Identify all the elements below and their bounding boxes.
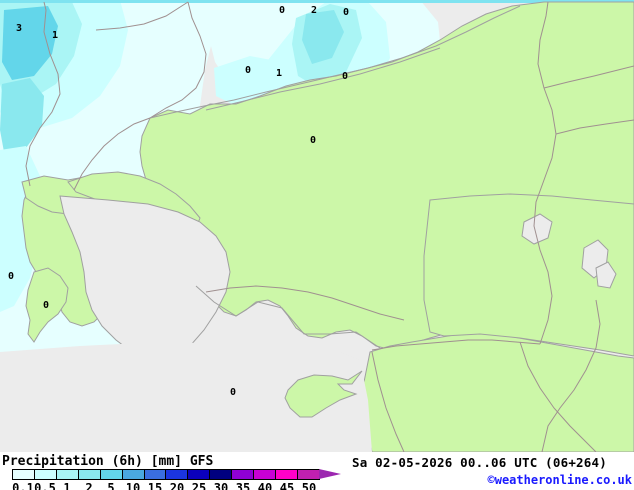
border-caucasus (543, 65, 634, 89)
color-scale-tick-labels: 0.1 0.5 1 2 5 10 15 20 25 30 35 40 45 50 (2, 481, 342, 490)
coast-med-turkey (195, 285, 381, 349)
copyright-credit: ©weatheronline.co.uk (487, 473, 633, 487)
color-swatch (210, 470, 233, 479)
coastline-layer (149, 5, 521, 349)
inland-water-layer (521, 213, 617, 289)
map-canvas (0, 0, 634, 452)
value-label: 1 (276, 68, 283, 79)
border-ir-north (555, 119, 634, 135)
scale-tick-label: 0.5 (34, 481, 56, 490)
color-swatch (100, 470, 123, 479)
border-tr-sy (371, 339, 541, 351)
scale-tick-label: 10 (125, 481, 141, 490)
forecast-timestamp: Sa 02-05-2026 00..06 UTC (06+264) (352, 455, 607, 470)
scale-overflow-arrow-icon (319, 469, 341, 479)
scale-tick-label: 45 (279, 481, 295, 490)
precip-band-2-nwcore (2, 6, 58, 80)
color-swatch (232, 470, 255, 479)
color-swatch (166, 470, 189, 479)
legend-bar: Precipitation (6h) [mm] GFS Sa 02-05-202… (0, 452, 634, 490)
value-label: 3 (16, 23, 23, 34)
precip-band-2-blacksea (302, 10, 344, 64)
scale-tick-label: 15 (147, 481, 163, 490)
product-title: Precipitation (6h) [mm] GFS (2, 454, 214, 469)
border-iq-ir (541, 299, 601, 452)
border-tr-bg (149, 1, 207, 119)
color-swatch (297, 470, 319, 479)
value-label: 0 (343, 7, 350, 18)
lake-urmia (595, 261, 617, 289)
value-label: 0 (310, 135, 317, 146)
map-top-edge-band (0, 0, 634, 3)
color-swatch (34, 470, 57, 479)
scale-tick-label: 2 (85, 481, 93, 490)
scale-tick-label: 40 (257, 481, 273, 490)
land-cyprus-top (284, 370, 363, 418)
precip-band-1-westcoast (0, 78, 44, 152)
color-swatch (78, 470, 101, 479)
border-levant (371, 351, 405, 452)
country-border-layer (25, 1, 634, 452)
border-bg-ro (95, 1, 189, 31)
border-gr-al (25, 1, 61, 187)
value-label: 2 (311, 5, 318, 16)
scale-tick-label: 0.1 (12, 481, 34, 490)
color-swatch (276, 470, 298, 479)
scale-tick-label: 35 (235, 481, 251, 490)
color-swatch (144, 470, 167, 479)
color-swatch (13, 470, 35, 479)
border-gr-tr (73, 117, 151, 191)
scale-tick-label: 50 (301, 481, 317, 490)
scale-tick-label: 30 (213, 481, 229, 490)
value-label: 0 (230, 387, 237, 398)
lake-tuz (521, 213, 553, 245)
scale-tick-label: 5 (107, 481, 115, 490)
land-east-block (423, 193, 634, 357)
color-scale-swatches (12, 469, 320, 480)
scale-tick-label: 1 (63, 481, 71, 490)
value-label: 0 (342, 71, 349, 82)
border-anatolia-interior (205, 285, 405, 321)
color-swatch (254, 470, 277, 479)
color-swatch (188, 470, 211, 479)
scale-tick-label: 25 (191, 481, 207, 490)
precipitation-forecast-map[interactable]: 3 1 0 0 0 2 0 0 1 0 0 0 (0, 0, 634, 452)
value-label: 0 (245, 65, 252, 76)
value-label: 0 (43, 300, 50, 311)
border-sy-iq (519, 341, 597, 452)
color-swatch (122, 470, 145, 479)
value-label: 1 (52, 30, 59, 41)
border-tr-ge (533, 1, 557, 345)
mediterranean-sea (0, 342, 372, 452)
value-label: 0 (279, 5, 286, 16)
coast-black-sea (149, 5, 521, 119)
land-peloponnese (25, 267, 69, 343)
scale-tick-label: 20 (169, 481, 185, 490)
precipitation-color-scale[interactable]: 0.1 0.5 1 2 5 10 15 20 25 30 35 40 45 50 (12, 469, 342, 490)
black-sea (205, 47, 441, 111)
value-label: 0 (8, 271, 15, 282)
color-swatch (56, 470, 79, 479)
